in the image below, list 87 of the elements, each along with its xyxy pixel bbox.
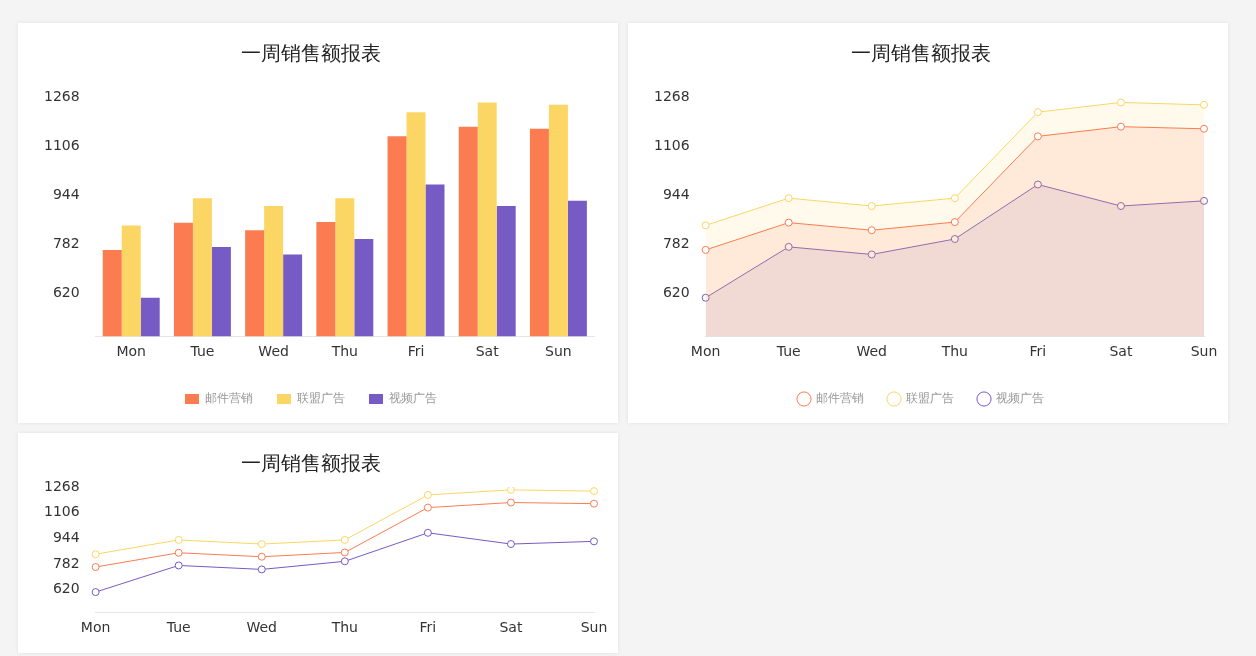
y-tick-label: 1106 — [43, 503, 80, 520]
x-tick-label: Tue — [775, 343, 801, 360]
point — [257, 540, 266, 549]
point — [506, 498, 515, 507]
legend-label: 邮件营销 — [205, 391, 253, 406]
x-tick-label: Wed — [856, 343, 888, 360]
point — [257, 565, 266, 574]
point — [1116, 202, 1125, 210]
y-tick-label: 782 — [662, 234, 690, 251]
y-tick-label: 620 — [52, 283, 80, 300]
x-tick-label: Sat — [499, 619, 523, 636]
point — [784, 242, 793, 251]
x-tick-label: Tue — [189, 343, 215, 360]
chart-title: 一周销售额报表 — [241, 451, 381, 476]
y-tick-label: 620 — [52, 580, 80, 597]
point — [701, 221, 710, 230]
legend-label: 联盟广告 — [906, 391, 954, 406]
point — [1033, 108, 1042, 117]
point — [174, 548, 183, 557]
point — [784, 194, 793, 203]
x-tick-label: Sun — [545, 343, 572, 360]
point — [340, 557, 349, 566]
point — [590, 487, 598, 496]
point — [590, 537, 598, 546]
x-tick-label: Sun — [580, 619, 608, 636]
y-tick-label: 1268 — [43, 477, 80, 494]
x-tick-label: Thu — [330, 619, 358, 636]
point — [950, 194, 959, 203]
point — [423, 503, 432, 512]
x-tick-label: Fri — [419, 619, 437, 636]
point — [1200, 124, 1208, 133]
x-tick-label: Sun — [1190, 343, 1218, 360]
point — [506, 487, 515, 494]
x-tick-label: Wed — [258, 343, 289, 360]
point — [423, 528, 432, 537]
x-tick-label: Fri — [407, 343, 425, 360]
point — [174, 535, 183, 544]
legend-label: 联盟广告 — [297, 391, 345, 406]
legend-label: 视频广告 — [389, 391, 437, 406]
point — [867, 226, 876, 235]
point — [506, 540, 515, 549]
legend-label: 视频广告 — [996, 391, 1044, 406]
x-tick-label: Sat — [475, 343, 500, 360]
point — [174, 561, 183, 570]
point — [257, 552, 266, 561]
point — [701, 245, 710, 254]
y-tick-label: 782 — [52, 554, 80, 571]
point — [1033, 180, 1042, 189]
y-tick-label: 1268 — [43, 87, 80, 104]
x-tick-label: Fri — [1029, 343, 1047, 360]
y-tick-label: 1106 — [43, 136, 80, 153]
point — [1116, 122, 1125, 131]
y-tick-label: 782 — [52, 234, 80, 251]
point — [784, 218, 793, 227]
point — [91, 550, 100, 559]
point — [1033, 132, 1042, 141]
point — [423, 490, 432, 499]
point — [1200, 196, 1208, 205]
chart-title: 一周销售额报表 — [851, 41, 991, 66]
y-tick-label: 1106 — [653, 136, 690, 153]
x-tick-label: Thu — [330, 343, 358, 360]
chart-title: 一周销售额报表 — [241, 41, 381, 66]
point — [91, 588, 100, 597]
point — [1200, 100, 1208, 109]
x-tick-label: Sat — [1109, 343, 1133, 360]
point — [867, 250, 876, 259]
x-tick-label: Tue — [165, 619, 191, 636]
x-tick-label: Mon — [80, 619, 111, 636]
y-tick-label: 1268 — [653, 87, 690, 104]
y-tick-label: 944 — [52, 528, 80, 545]
legend-label: 邮件营销 — [816, 391, 864, 406]
y-tick-label: 620 — [662, 283, 690, 300]
point — [701, 293, 710, 302]
x-tick-label: Wed — [246, 619, 278, 636]
y-tick-label: 944 — [52, 185, 80, 202]
point — [340, 548, 349, 557]
point — [590, 499, 598, 508]
y-tick-label: 944 — [662, 185, 690, 202]
point — [867, 202, 876, 210]
point — [950, 218, 959, 227]
x-tick-label: Thu — [940, 343, 968, 360]
x-tick-label: Mon — [690, 343, 721, 360]
point — [340, 535, 349, 544]
point — [91, 563, 100, 572]
point — [950, 235, 959, 244]
point — [1116, 98, 1125, 107]
x-tick-label: Mon — [116, 343, 146, 360]
